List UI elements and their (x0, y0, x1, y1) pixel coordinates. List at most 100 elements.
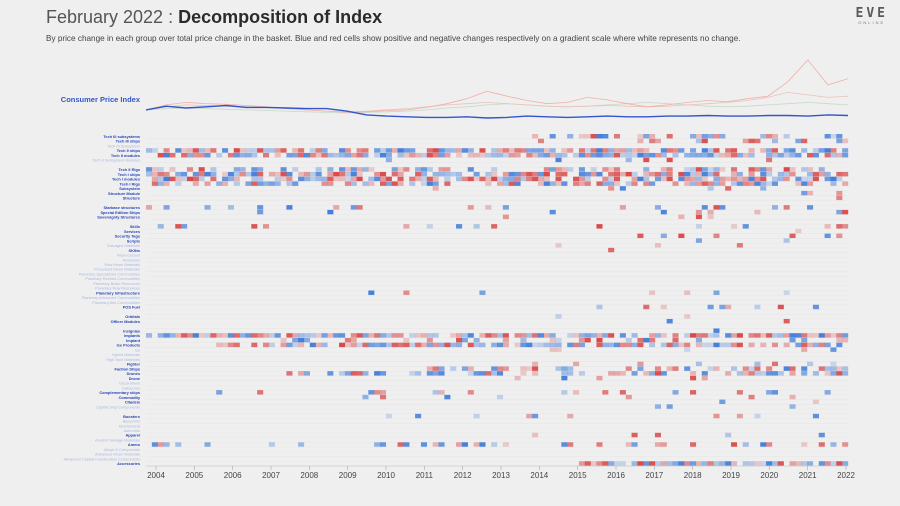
heat-cell (169, 176, 176, 182)
heat-cell (649, 134, 656, 139)
heat-cell (409, 181, 416, 186)
heat-cell (315, 333, 322, 338)
heat-cell (801, 176, 808, 182)
row-label: Implant (126, 338, 141, 343)
heat-cell (163, 148, 170, 153)
heat-cell (631, 152, 638, 158)
heat-cell (643, 181, 650, 186)
heat-cell (385, 333, 392, 338)
heat-cell (315, 148, 322, 153)
heat-cell (654, 404, 661, 409)
heat-cell (403, 290, 410, 295)
heat-cell (555, 181, 562, 186)
heat-cell (771, 134, 778, 139)
heat-cell (637, 337, 644, 343)
heat-cell (397, 442, 404, 447)
heat-cell (473, 152, 480, 158)
heat-cell (420, 342, 427, 348)
heat-cell (163, 171, 170, 177)
heat-cell (157, 442, 164, 447)
heat-cell (520, 371, 527, 376)
heat-cell (701, 181, 708, 186)
heat-cell (842, 461, 849, 466)
heat-cell (497, 181, 504, 186)
heat-cell (684, 181, 691, 186)
heat-cell (543, 333, 550, 338)
heat-cell (777, 152, 784, 158)
heat-cell (608, 342, 615, 348)
heat-cell (783, 176, 790, 182)
heat-cell (719, 461, 726, 466)
heat-cell (333, 205, 340, 210)
heat-cell (286, 181, 293, 186)
heat-cell (783, 366, 790, 371)
heat-cell (532, 333, 539, 338)
heat-cell (608, 186, 615, 191)
heat-cell (766, 157, 773, 163)
heat-cell (836, 134, 843, 139)
heat-cell (380, 390, 387, 395)
heat-cell (842, 171, 849, 177)
heat-cell (660, 171, 667, 177)
heat-cell (695, 181, 702, 186)
heat-cell (725, 461, 732, 466)
heat-cell (573, 361, 580, 367)
x-tick-label: 2007 (262, 471, 280, 480)
heat-cell (192, 176, 199, 182)
heat-cell (707, 366, 714, 371)
row-label: Starbase structures (103, 205, 140, 210)
heat-cell (444, 167, 451, 172)
row-label: SKINs (129, 248, 140, 253)
heat-cell (801, 167, 808, 172)
heat-cell (684, 333, 691, 338)
row-label: Datacores (122, 385, 140, 390)
logo-subtext: ONLINE (858, 20, 886, 25)
heat-cell (707, 181, 714, 186)
heat-cell (584, 337, 591, 343)
heat-cell (374, 390, 381, 395)
heat-cell (719, 205, 726, 210)
heat-cell (660, 342, 667, 348)
heat-cell (836, 190, 843, 196)
heat-cell (596, 152, 603, 158)
heat-cell (707, 167, 714, 172)
heat-cell (783, 318, 790, 324)
heat-cell (497, 371, 504, 376)
heat-cell (479, 152, 486, 158)
heat-cell (690, 152, 697, 158)
heat-cell (298, 337, 305, 343)
heat-cell (403, 342, 410, 348)
heat-cell (146, 333, 153, 338)
heat-cell (608, 152, 615, 158)
heat-cell (602, 152, 609, 158)
heat-cell (573, 390, 580, 395)
heat-cell (485, 371, 492, 376)
heat-cell (684, 176, 691, 182)
heat-cell (801, 442, 808, 447)
row-label: Commodity (119, 395, 141, 400)
heat-cell (695, 342, 702, 348)
heat-cell (233, 171, 240, 177)
heat-cell (420, 152, 427, 158)
heat-cell (836, 333, 843, 338)
heat-cell (251, 176, 258, 182)
row-label: Tech III subsystems (103, 134, 140, 139)
heat-cell (561, 181, 568, 186)
heat-cell (315, 176, 322, 182)
eve-online-logo: EVE ONLINE (856, 6, 888, 25)
heat-cell (385, 342, 392, 348)
logo-text: EVE (855, 6, 888, 21)
heat-cell (298, 342, 305, 348)
heat-cell (374, 152, 381, 158)
heat-cell (643, 176, 650, 182)
heat-cell (374, 371, 381, 376)
heat-cell (432, 366, 439, 371)
heat-cell (684, 461, 691, 466)
heat-cell (567, 134, 574, 139)
heat-cell (502, 181, 509, 186)
series-line-3 (145, 101, 849, 114)
heat-cell (830, 333, 837, 338)
heat-cell (672, 461, 679, 466)
heat-cell (303, 152, 310, 158)
heat-cell (233, 342, 240, 348)
